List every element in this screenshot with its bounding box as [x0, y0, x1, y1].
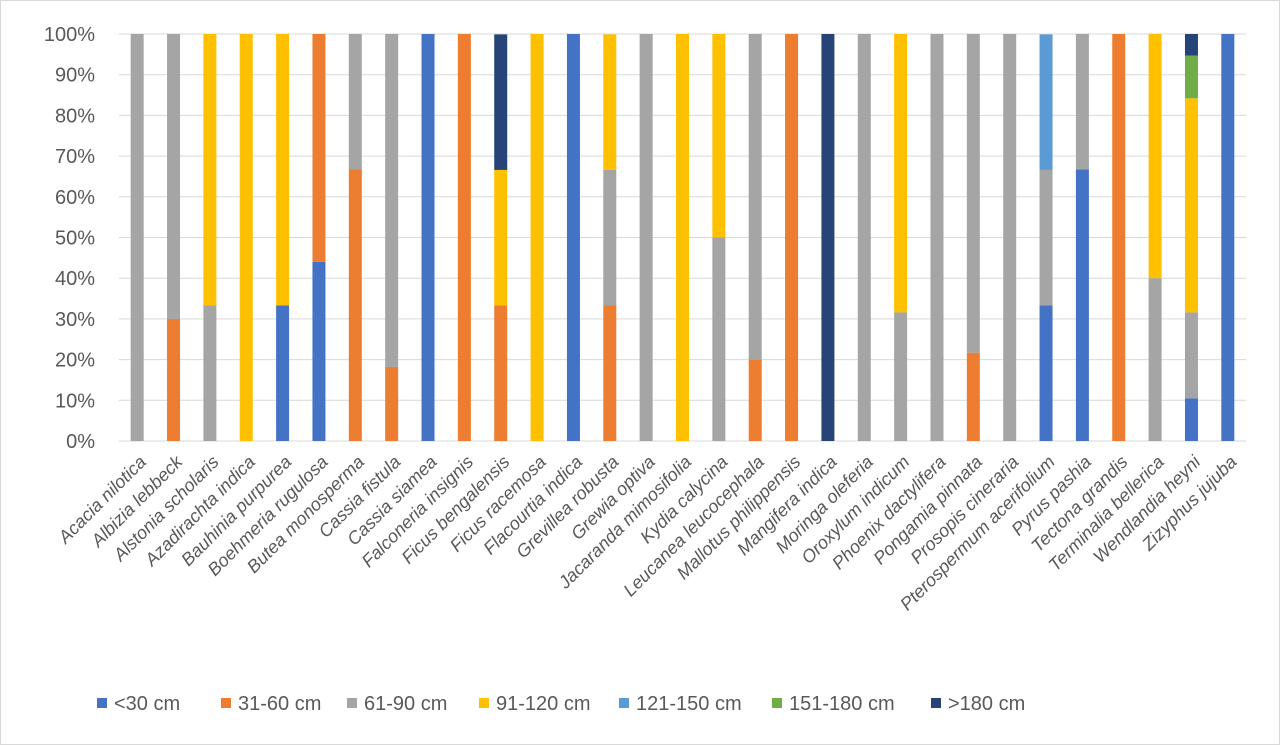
- bar-segment: [748, 34, 762, 360]
- legend-swatch: [479, 698, 489, 708]
- y-axis-ticks: 0% 10% 20% 30% 40% 50% 60% 70% 80% 90% 100%: [44, 24, 95, 453]
- bar-segment: [421, 34, 435, 441]
- bar-segment: [676, 34, 689, 441]
- bar-segment: [821, 34, 835, 441]
- bar-segment: [1003, 34, 1017, 441]
- bar-segment: [966, 352, 980, 441]
- bar-segment: [603, 169, 617, 306]
- bar-segment: [603, 305, 617, 441]
- legend-swatch: [772, 698, 782, 708]
- bar-segment: [1184, 34, 1198, 56]
- y-tick-label: 20%: [55, 350, 95, 372]
- legend-label: >180 cm: [948, 693, 1025, 715]
- bar-segment: [1184, 55, 1198, 99]
- bar-segment: [276, 34, 290, 306]
- bar-segment: [603, 34, 617, 170]
- y-tick-label: 0%: [66, 431, 95, 453]
- y-tick-label: 100%: [44, 24, 95, 46]
- bars: [130, 34, 1235, 441]
- legend-swatch: [931, 698, 941, 708]
- bar-segment: [894, 312, 908, 441]
- bar-segment: [1075, 34, 1089, 170]
- bar-segment: [1221, 34, 1235, 441]
- y-tick-label: 60%: [55, 187, 95, 209]
- legend-swatch: [97, 698, 107, 708]
- bar-segment: [167, 34, 181, 319]
- legend-label: 31-60 cm: [238, 693, 321, 715]
- bar-segment: [966, 34, 980, 353]
- bar-segment: [1112, 34, 1126, 441]
- bar-segment: [1148, 278, 1162, 441]
- bar-segment: [385, 34, 399, 367]
- legend-label: <30 cm: [114, 693, 180, 715]
- bar-segment: [1039, 305, 1053, 441]
- bar-segment: [203, 305, 217, 441]
- bar-segment: [566, 34, 580, 441]
- y-tick-label: 50%: [55, 228, 95, 250]
- bar-segment: [1039, 34, 1053, 170]
- bar-segment: [276, 305, 290, 441]
- legend-label: 151-180 cm: [789, 693, 895, 715]
- bar-segment: [494, 305, 508, 441]
- bar-segment: [1148, 34, 1162, 279]
- y-tick-label: 70%: [55, 146, 95, 168]
- y-tick-label: 10%: [55, 390, 95, 412]
- bar-segment: [1184, 98, 1198, 313]
- bar-segment: [203, 34, 217, 306]
- bar-segment: [494, 169, 508, 306]
- legend-label: 91-120 cm: [496, 693, 591, 715]
- bar-segment: [385, 366, 399, 441]
- bar-segment: [239, 34, 253, 441]
- bar-segment: [312, 34, 326, 262]
- legend: <30 cm 31-60 cm 61-90 cm 91-120 cm 121-150 c…: [97, 693, 1025, 715]
- bar-segment: [312, 261, 326, 441]
- bar-segment: [348, 34, 362, 170]
- bar-segment: [712, 237, 726, 441]
- bar-segment: [457, 34, 471, 441]
- bar-segment: [639, 34, 653, 441]
- bar-segment: [748, 359, 762, 441]
- bar-segment: [857, 34, 871, 441]
- bar-segment: [348, 169, 362, 441]
- bar-segment: [785, 34, 799, 441]
- legend-swatch: [221, 698, 231, 708]
- bar-segment: [1039, 169, 1053, 306]
- y-tick-label: 40%: [55, 268, 95, 290]
- bar-segment: [530, 34, 544, 441]
- legend-swatch: [347, 698, 357, 708]
- y-tick-label: 90%: [55, 65, 95, 87]
- bar-segment: [1184, 312, 1198, 399]
- y-tick-label: 30%: [55, 309, 95, 331]
- bar-segment: [712, 34, 726, 238]
- bar-segment: [894, 34, 908, 313]
- bar-segment: [930, 34, 944, 441]
- y-tick-label: 80%: [55, 105, 95, 127]
- bar-segment: [1184, 398, 1198, 441]
- bar-segment: [167, 318, 181, 441]
- bar-segment: [494, 34, 508, 170]
- bar-segment: [130, 34, 144, 441]
- bar-segment: [1075, 169, 1089, 441]
- legend-swatch: [619, 698, 629, 708]
- legend-label: 121-150 cm: [636, 693, 742, 715]
- legend-label: 61-90 cm: [364, 693, 447, 715]
